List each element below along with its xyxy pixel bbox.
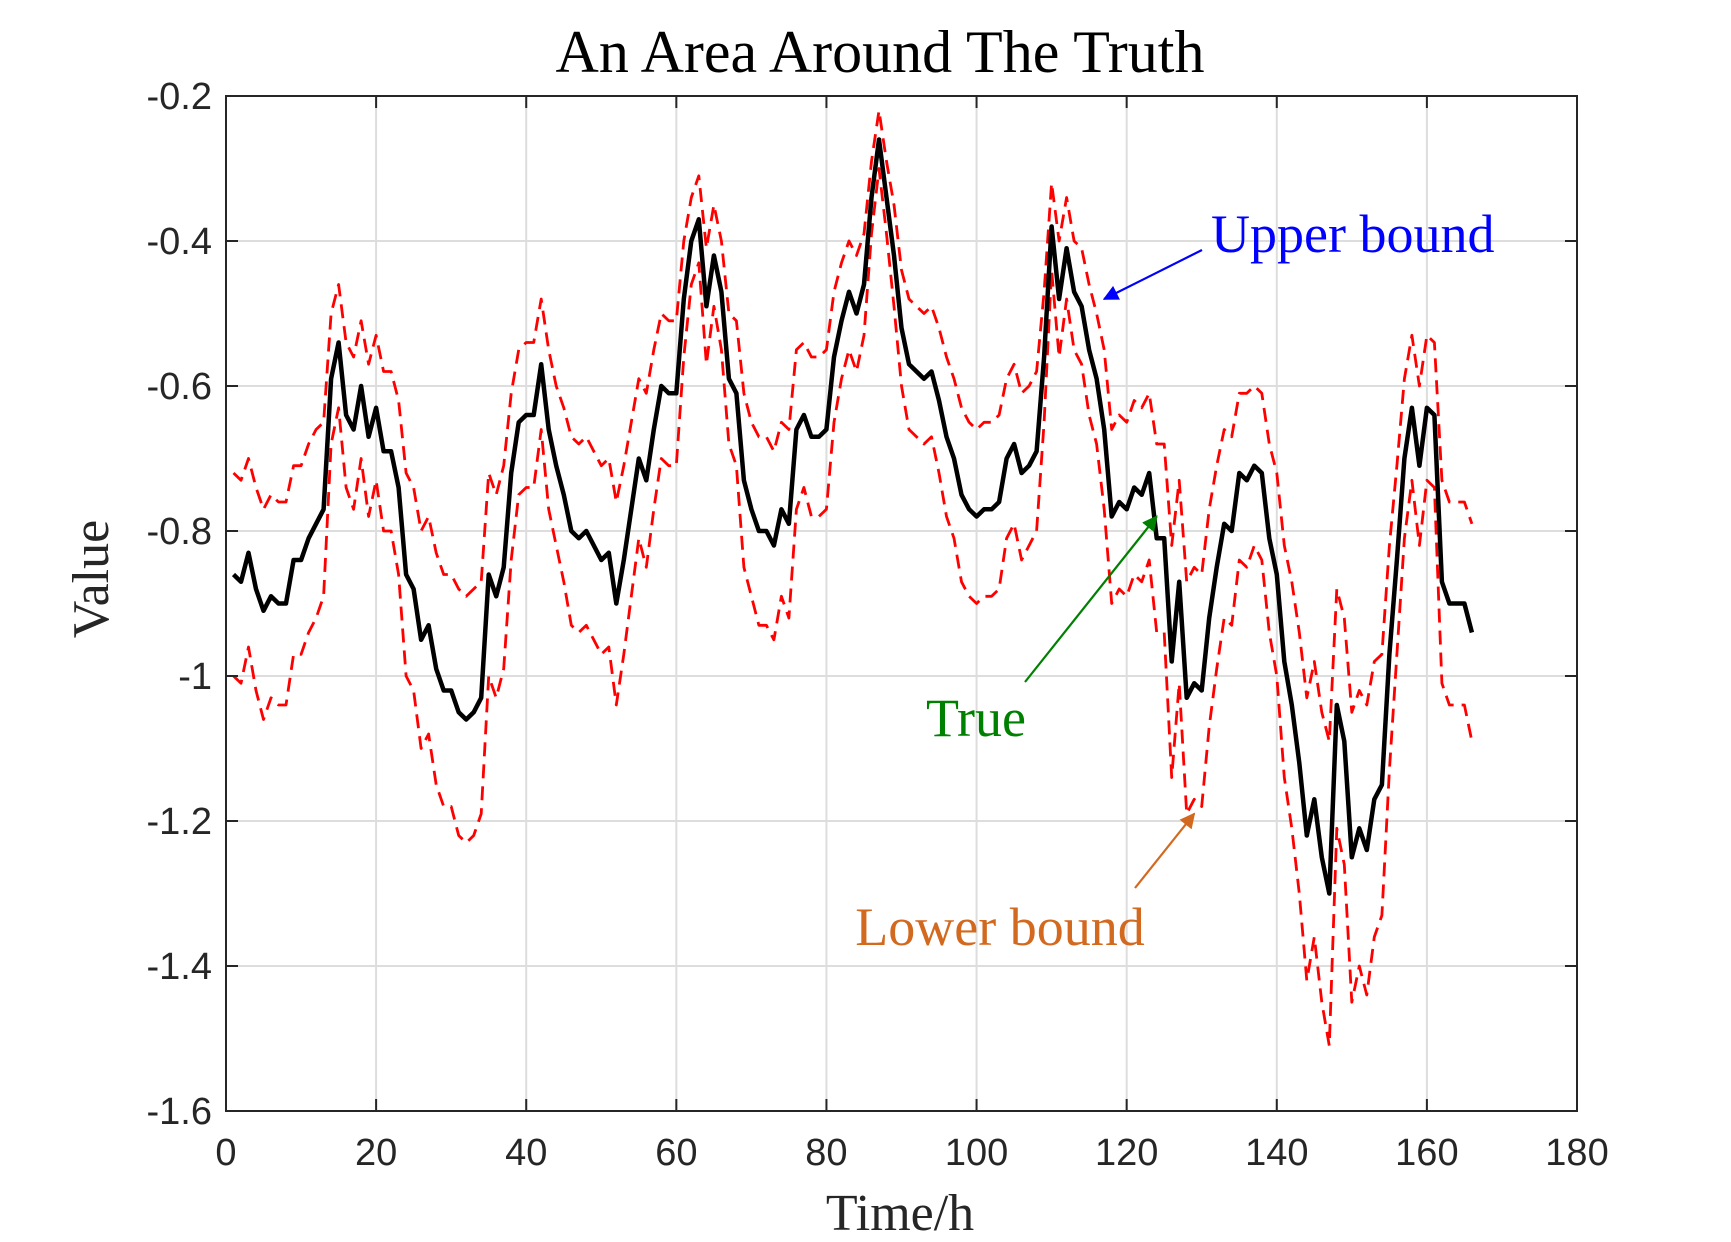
y-axis-label: Value (63, 520, 120, 638)
x-axis-ticks: 0 20 40 60 80 100 120 140 160 180 (215, 96, 1609, 1174)
annotation-arrow-lower (1134, 812, 1196, 889)
x-axis-label: Time/h (826, 1185, 974, 1242)
y-axis-ticks: -1.6 -1.4 -1.2 -1 -0.8 -0.6 -0.4 -0.2 (147, 76, 1577, 1133)
x-tick-label: 100 (945, 1132, 1008, 1174)
y-tick-label: -1.2 (147, 801, 212, 843)
annotation-arrow-upper (1102, 249, 1203, 300)
annotations: Upper bound True Lower bound (855, 204, 1494, 957)
y-tick-label: -0.2 (147, 76, 212, 118)
series-line-upper (232, 109, 1474, 743)
series-line-lower (232, 167, 1474, 1048)
x-tick-label: 180 (1545, 1132, 1608, 1174)
x-tick-label: 60 (655, 1132, 697, 1174)
chart-title: An Area Around The Truth (556, 19, 1205, 85)
x-tick-label: 140 (1245, 1132, 1308, 1174)
y-tick-label: -0.4 (147, 221, 212, 263)
annotation-arrow-true (1024, 515, 1158, 683)
x-tick-label: 160 (1395, 1132, 1458, 1174)
series-layer (231, 109, 1475, 1048)
y-tick-label: -1.6 (147, 1091, 212, 1133)
annotation-label-true: True (926, 688, 1026, 748)
y-tick-label: -1 (178, 656, 212, 698)
y-tick-label: -1.4 (147, 946, 212, 988)
x-tick-label: 120 (1095, 1132, 1158, 1174)
annotation-label-lower: Lower bound (855, 897, 1144, 957)
annotation-label-upper: Upper bound (1211, 204, 1494, 264)
y-tick-label: -0.8 (147, 511, 212, 553)
series-line-true (231, 137, 1475, 896)
x-tick-label: 80 (805, 1132, 847, 1174)
y-tick-label: -0.6 (147, 366, 212, 408)
x-tick-label: 0 (215, 1132, 236, 1174)
x-tick-label: 40 (505, 1132, 547, 1174)
x-tick-label: 20 (355, 1132, 397, 1174)
plot-area-frame (225, 95, 1578, 1112)
